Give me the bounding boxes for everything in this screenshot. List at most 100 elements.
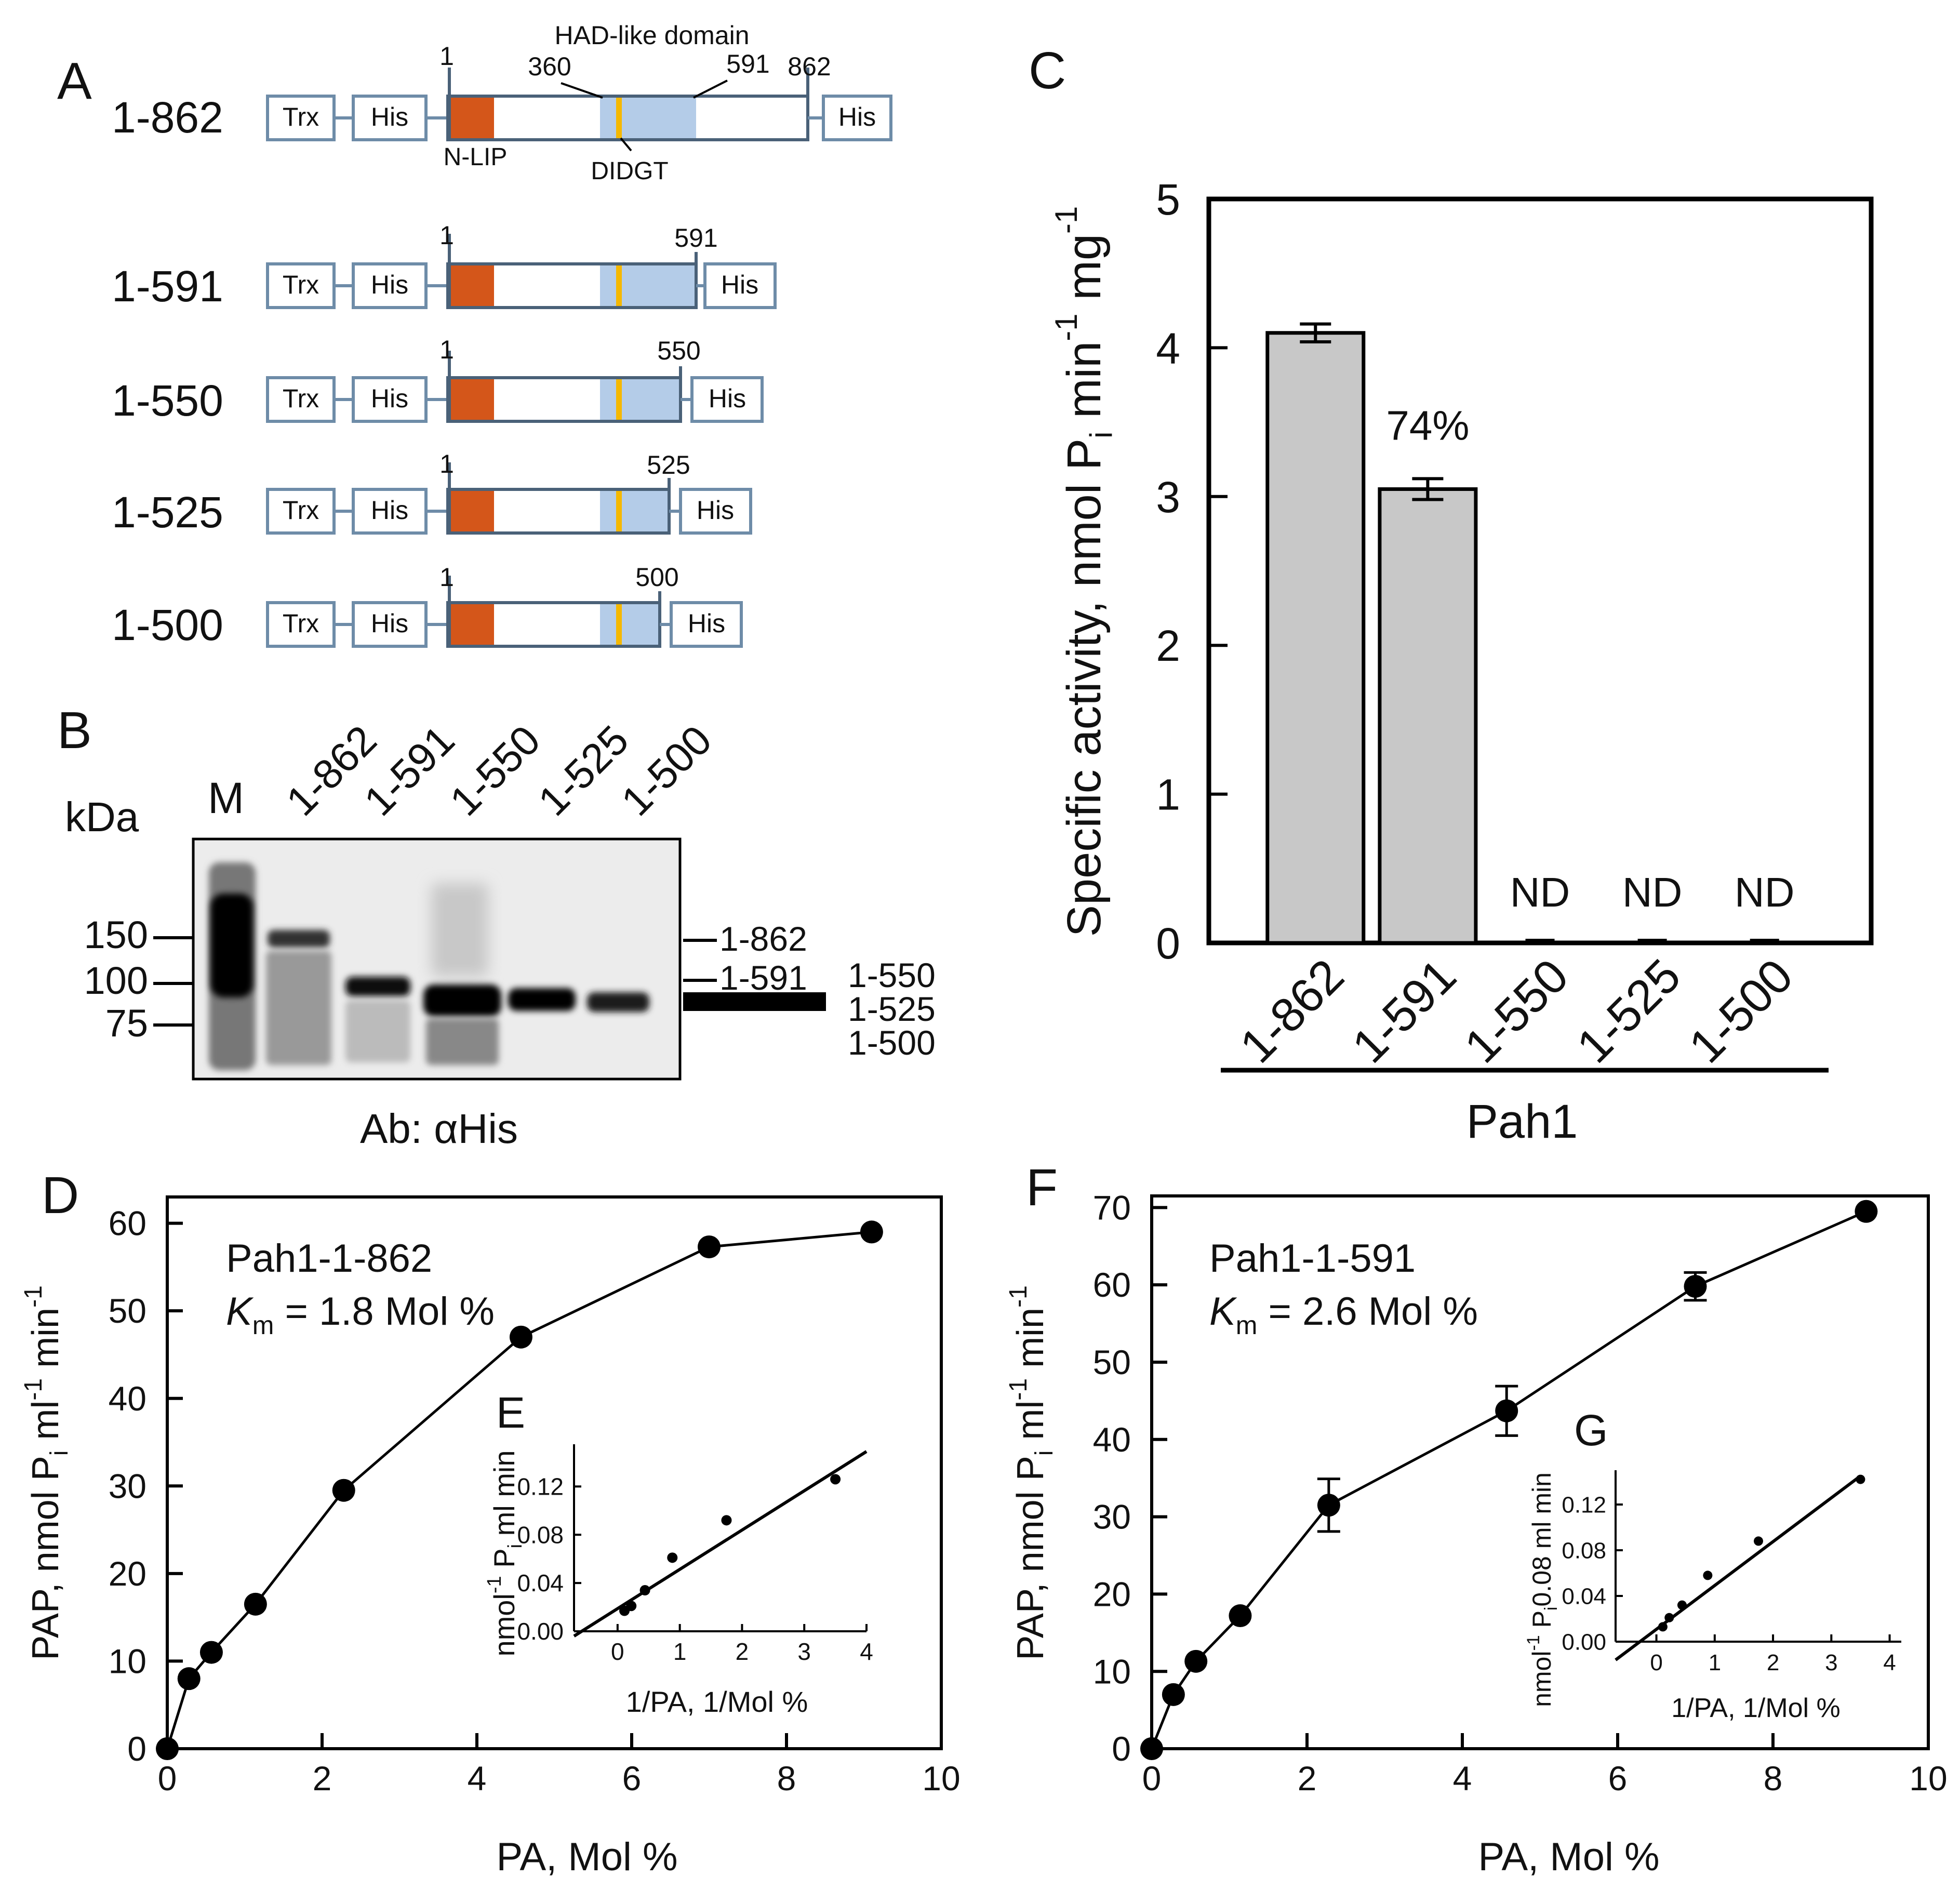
- blot-band: [266, 951, 331, 1065]
- trx-tag: [266, 376, 336, 423]
- fit-line: [573, 1450, 868, 1638]
- marker-size-label: 75: [105, 1002, 148, 1045]
- x-tick-label: 2: [313, 1759, 332, 1798]
- nlip-label: N-LIP: [444, 143, 508, 171]
- didgt-leader: [620, 137, 632, 152]
- his-tag-n-label: His: [371, 496, 408, 525]
- x-tick-label: 1-525: [1567, 949, 1691, 1073]
- panel-a-construct-diagram: HAD-like domain 1-862 Trx His 1 360 591 …: [112, 21, 892, 649]
- x-tick-label: 1-500: [1679, 949, 1803, 1073]
- marker-size-label: 150: [84, 913, 148, 956]
- x-tick-label: 2: [1298, 1759, 1317, 1798]
- y-tick-label: 70: [1093, 1188, 1131, 1227]
- y-tick-label: 1: [1156, 770, 1180, 819]
- bar: [1378, 487, 1478, 945]
- start-position: 1: [439, 335, 454, 364]
- blot-band: [268, 930, 330, 948]
- y-axis-label: Specific activity, nmol Pi min-1 mg-1: [1049, 206, 1118, 937]
- bar: [1525, 939, 1555, 943]
- his-tag-c-label: His: [838, 102, 876, 131]
- x-tick-label: 6: [622, 1759, 642, 1798]
- panel-letter-e: E: [496, 1388, 525, 1437]
- data-point: [1703, 1570, 1713, 1580]
- band-label: 1-550: [848, 956, 936, 994]
- y-tick-label: 0.08: [1562, 1538, 1606, 1563]
- end-position: 525: [647, 450, 690, 480]
- inset-background: [499, 1377, 894, 1714]
- his-tag-n: [352, 601, 428, 648]
- x-tick-label: 1-862: [1230, 949, 1354, 1073]
- data-point: [1658, 1622, 1668, 1632]
- panel-letter-d: D: [42, 1166, 79, 1224]
- his-tag-c-label: His: [721, 270, 758, 299]
- blot-band: [345, 977, 410, 996]
- x-axis-label: PA, Mol %: [1478, 1835, 1659, 1879]
- panel-letter-g: G: [1574, 1406, 1608, 1455]
- y-tick-label: 10: [109, 1642, 146, 1681]
- blot-band: [426, 1018, 499, 1065]
- x-tick-label: 0: [611, 1638, 624, 1665]
- data-point: [1677, 1600, 1687, 1610]
- data-point: [244, 1592, 267, 1616]
- data-point: [1855, 1200, 1878, 1223]
- didgt-motif: [616, 265, 622, 306]
- his-tag-c-label: His: [709, 384, 746, 413]
- end-position: 862: [788, 52, 831, 81]
- data-point: [1140, 1737, 1163, 1760]
- x-axis-label: PA, Mol %: [496, 1835, 677, 1879]
- data-point: [1495, 1399, 1518, 1422]
- data-point: [156, 1737, 179, 1760]
- had-end-leader: [693, 79, 728, 99]
- y-axis-label: nmol-1 Pi0.08 ml min: [1524, 1472, 1561, 1707]
- data-point: [1664, 1613, 1674, 1622]
- data-point: [509, 1325, 532, 1349]
- panel-letter-f: F: [1026, 1159, 1058, 1217]
- end-position: 500: [635, 563, 678, 592]
- lane-label: 1-591: [355, 716, 463, 824]
- construct-name: 1-500: [112, 601, 223, 649]
- data-point: [177, 1667, 201, 1691]
- panel-g-inset-chart: G nmol-1 Pi0.08 ml min 1/PA, 1/Mol % 0 1 2…: [1524, 1403, 1912, 1725]
- panel-c-bar-chart: Specific activity, nmol Pi min-1 mg-1 Pa…: [1049, 175, 1874, 1148]
- his-tag-n-label: His: [371, 270, 408, 299]
- annotation: Pah1-1-591: [1209, 1236, 1416, 1281]
- plot-frame: [1150, 1194, 1930, 1750]
- y-tick-label: 20: [109, 1554, 146, 1593]
- trx-tag-label: Trx: [283, 384, 319, 413]
- nlip-domain: [451, 604, 494, 645]
- band-label: 1-862: [719, 920, 807, 958]
- x-tick-label: 2: [736, 1638, 749, 1665]
- data-point: [698, 1235, 721, 1259]
- trx-tag: [266, 488, 336, 535]
- bar-label: 74%: [1386, 402, 1469, 448]
- y-tick-label: 40: [1093, 1420, 1131, 1459]
- panel-d-line-chart: Pah1-1-862 Km = 1.8 Mol % PAP, nmol Pi m…: [20, 1195, 961, 1879]
- had-domain: [600, 265, 695, 306]
- construct-name: 1-862: [112, 93, 223, 142]
- nlip-domain: [451, 491, 494, 531]
- construct-name: 1-525: [112, 488, 223, 537]
- blot-band: [587, 992, 649, 1012]
- y-axis-label: nmol-1 Pi ml min: [484, 1450, 526, 1656]
- trx-tag-label: Trx: [283, 609, 319, 638]
- km-annotation: Km = 1.8 Mol %: [226, 1289, 495, 1340]
- x-tick-label: 3: [797, 1638, 811, 1665]
- y-tick-label: 0.04: [1562, 1583, 1606, 1609]
- x-tick-label: 0: [1142, 1759, 1162, 1798]
- plot-frame: [166, 1195, 943, 1750]
- y-tick-label: 0: [1112, 1729, 1131, 1768]
- start-position: 1: [439, 563, 454, 592]
- had-domain: [600, 379, 679, 420]
- construct-1-500: 1-500 Trx His 1 500 His: [112, 563, 743, 649]
- his-tag-n-label: His: [371, 609, 408, 638]
- panel-b-western-blot: kDa M 1-862 1-591 1-550 1-525 1-500 150 …: [65, 716, 936, 1152]
- lane-label: 1-525: [529, 716, 637, 824]
- x-tick-label: 4: [1453, 1759, 1472, 1798]
- y-tick-label: 0: [127, 1729, 146, 1768]
- y-tick-label: 5: [1156, 175, 1180, 224]
- his-tag-c-label: His: [688, 609, 725, 638]
- his-tag-n: [352, 488, 428, 535]
- y-tick-label: 60: [1093, 1266, 1131, 1304]
- km-annotation: Km = 2.6 Mol %: [1209, 1289, 1478, 1340]
